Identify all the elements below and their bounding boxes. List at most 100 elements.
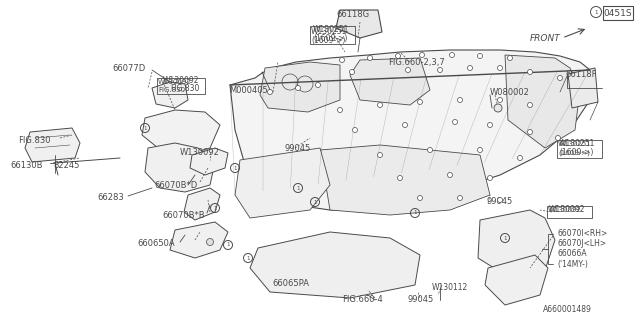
Polygon shape [230, 50, 590, 210]
Text: 1: 1 [143, 125, 147, 131]
Text: 66130B: 66130B [10, 161, 42, 170]
Text: 1: 1 [313, 199, 317, 204]
Circle shape [497, 98, 502, 102]
Circle shape [339, 58, 344, 62]
Circle shape [337, 108, 342, 113]
Text: 660650A: 660650A [137, 238, 175, 247]
Text: W130251: W130251 [313, 25, 349, 34]
Text: FRONT: FRONT [530, 34, 561, 43]
Bar [547, 206, 592, 218]
Text: W130251: W130251 [311, 27, 348, 36]
Circle shape [557, 76, 563, 81]
Circle shape [494, 104, 502, 112]
Circle shape [296, 85, 301, 91]
Polygon shape [260, 62, 340, 112]
Circle shape [403, 123, 408, 127]
Circle shape [406, 68, 410, 73]
Circle shape [527, 130, 532, 134]
Circle shape [449, 52, 454, 58]
Text: 82245: 82245 [53, 161, 79, 170]
Text: W130251: W130251 [559, 139, 595, 148]
Circle shape [508, 55, 513, 60]
Polygon shape [190, 148, 228, 175]
Text: (1609->): (1609->) [311, 36, 346, 44]
Text: 99045: 99045 [407, 295, 433, 305]
Text: 66070J<LH>: 66070J<LH> [557, 239, 606, 249]
Circle shape [527, 69, 532, 75]
Bar [557, 140, 602, 158]
Text: 1: 1 [503, 236, 507, 241]
Text: FIG.830: FIG.830 [170, 84, 200, 92]
Text: FIG.660-2,3,7: FIG.660-2,3,7 [388, 58, 445, 67]
Text: 1: 1 [246, 255, 250, 260]
Text: W080002: W080002 [490, 87, 530, 97]
Polygon shape [505, 55, 580, 148]
Polygon shape [478, 210, 555, 278]
Polygon shape [568, 68, 598, 108]
Text: 1: 1 [227, 243, 230, 247]
Text: W130112: W130112 [432, 284, 468, 292]
Text: 99045: 99045 [284, 143, 310, 153]
Text: W130092: W130092 [163, 76, 200, 84]
Text: M000405: M000405 [229, 85, 268, 94]
Text: 1: 1 [213, 205, 217, 211]
Circle shape [488, 123, 493, 127]
Circle shape [452, 119, 458, 124]
Circle shape [556, 135, 561, 140]
Circle shape [428, 148, 433, 153]
Circle shape [419, 52, 424, 58]
Circle shape [488, 175, 493, 180]
Text: FIG.830: FIG.830 [18, 135, 51, 145]
Circle shape [417, 196, 422, 201]
Text: W130092: W130092 [548, 207, 582, 213]
Text: FIG.830: FIG.830 [158, 87, 185, 93]
Polygon shape [235, 148, 330, 218]
Circle shape [467, 66, 472, 70]
Text: 1: 1 [595, 10, 598, 14]
Text: W130092: W130092 [158, 79, 192, 85]
Polygon shape [25, 128, 80, 162]
Polygon shape [145, 143, 215, 192]
Circle shape [417, 100, 422, 105]
Circle shape [397, 175, 403, 180]
Polygon shape [336, 10, 382, 38]
Polygon shape [142, 110, 220, 155]
Circle shape [458, 196, 463, 201]
Text: 1: 1 [233, 165, 237, 171]
Circle shape [477, 53, 483, 59]
Text: 66070B*B: 66070B*B [162, 211, 205, 220]
Text: (1609->): (1609->) [559, 148, 593, 156]
Circle shape [207, 238, 214, 245]
Text: 1: 1 [413, 211, 417, 215]
Polygon shape [184, 188, 220, 220]
Text: 0451S: 0451S [604, 9, 632, 18]
Bar [310, 26, 355, 44]
Text: 66065PA: 66065PA [272, 278, 309, 287]
Circle shape [458, 98, 463, 102]
Text: ('14MY-): ('14MY-) [557, 260, 588, 268]
Text: 66118F: 66118F [565, 69, 596, 78]
Text: 66077D: 66077D [112, 63, 145, 73]
Circle shape [497, 66, 502, 70]
Text: 66118G: 66118G [336, 10, 369, 19]
Polygon shape [170, 222, 228, 258]
Text: FIG.660-4: FIG.660-4 [342, 295, 383, 305]
Text: W130092: W130092 [180, 148, 220, 156]
Text: 66070I<RH>: 66070I<RH> [557, 229, 607, 238]
Circle shape [477, 148, 483, 153]
Text: 66070B*D: 66070B*D [154, 180, 197, 189]
Circle shape [438, 68, 442, 73]
Polygon shape [320, 145, 490, 215]
Circle shape [378, 102, 383, 108]
Circle shape [497, 197, 502, 203]
Bar [603, 6, 633, 20]
Text: 66283: 66283 [97, 194, 124, 203]
Polygon shape [350, 58, 430, 105]
Text: 1: 1 [296, 186, 300, 190]
Circle shape [367, 55, 372, 60]
Circle shape [378, 153, 383, 157]
Circle shape [527, 102, 532, 108]
Text: W130251: W130251 [558, 141, 591, 147]
Bar [157, 78, 205, 94]
Text: 66066A: 66066A [557, 250, 587, 259]
